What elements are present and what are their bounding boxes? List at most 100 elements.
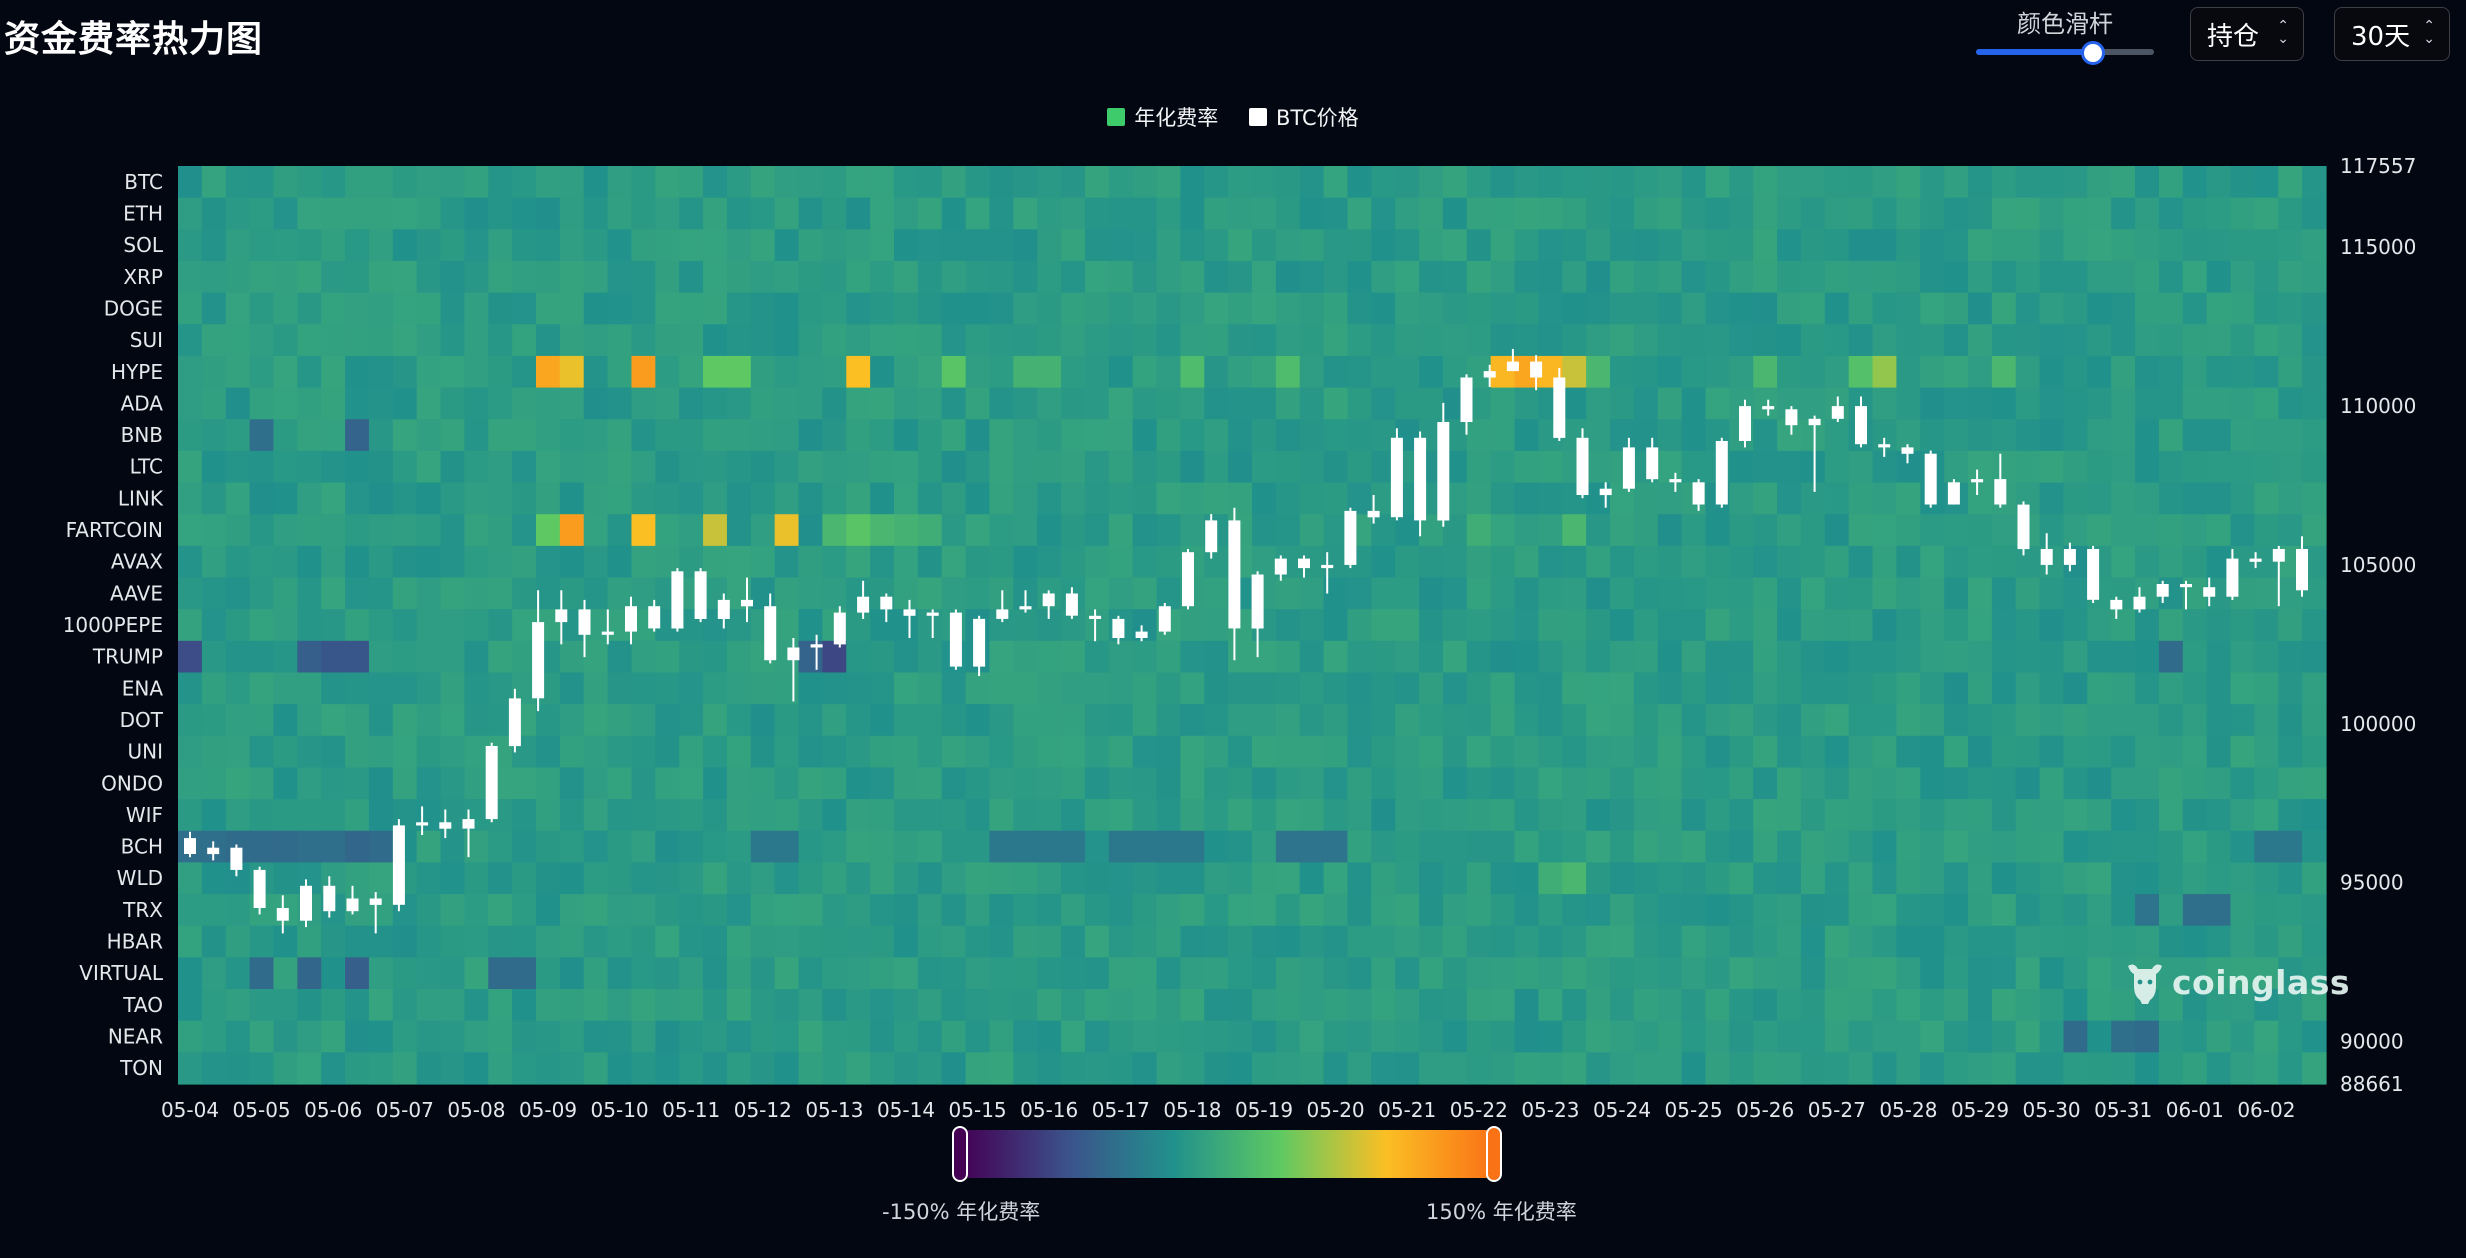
heatmap-cell (1419, 799, 1444, 832)
type-select[interactable]: 持仓 ⌃ ⌄ (2190, 7, 2304, 61)
heatmap-cell (1633, 419, 1659, 452)
heatmap-cell (631, 862, 656, 895)
heatmap-cell (1872, 894, 1897, 927)
heatmap-cell (870, 862, 895, 895)
colorbar-max-handle[interactable] (1486, 1126, 1502, 1182)
heatmap-cell (440, 260, 465, 294)
btc-candle-body (2063, 549, 2076, 565)
heatmap-cell (464, 166, 489, 199)
heatmap-cell (1204, 672, 1229, 705)
heatmap-cell (1419, 894, 1444, 927)
heatmap-cell (1371, 355, 1396, 389)
heatmap-cell (1681, 229, 1707, 262)
heatmap-cell (1371, 1052, 1396, 1085)
heatmap-cell (1968, 989, 1993, 1022)
heatmap-cell (1490, 609, 1516, 642)
colorbar-min-handle[interactable] (952, 1126, 968, 1182)
legend-item-funding-rate[interactable]: 年化费率 (1107, 102, 1218, 132)
heatmap-cell (965, 894, 991, 927)
heatmap-cell (1968, 767, 1993, 800)
heatmap-cell (2302, 704, 2327, 737)
heatmap-cell (2278, 419, 2303, 452)
heatmap-cell (345, 830, 370, 864)
heatmap-cell (392, 672, 418, 705)
heatmap-cell (1944, 292, 1969, 325)
btc-candle-body (2017, 504, 2030, 550)
heatmap-cell (846, 894, 871, 927)
heatmap-cell (1204, 957, 1229, 990)
heatmap-cell (1872, 229, 1897, 262)
heatmap-cell (2039, 229, 2065, 262)
heatmap-cell (2278, 324, 2303, 357)
heatmap-cell (655, 767, 680, 800)
heatmap-cell (1753, 387, 1778, 420)
color-slider[interactable]: 颜色滑杆 (1972, 2, 2158, 65)
heatmap-cell (225, 1052, 251, 1085)
color-slider-track[interactable] (1976, 41, 2154, 65)
heatmap-cell (2302, 355, 2327, 389)
heatmap-cell (2135, 799, 2160, 832)
heatmap-cell (368, 260, 394, 294)
heatmap-cell (2039, 324, 2065, 357)
heatmap-cell (2278, 767, 2303, 800)
legend-item-btc-price[interactable]: BTC价格 (1249, 102, 1359, 132)
heatmap-cell (512, 324, 537, 357)
coin-label: AAVE (110, 581, 163, 605)
heatmap-cell (1323, 894, 1349, 927)
heatmap-cell (894, 577, 919, 610)
heatmap-cell (1299, 514, 1325, 547)
heatmap-cell (440, 419, 465, 452)
heatmap-cell (1824, 229, 1850, 262)
heatmap-cell (941, 545, 967, 579)
heatmap-cell (345, 989, 370, 1022)
heatmap-cell (201, 577, 227, 610)
heatmap-cell (2015, 989, 2041, 1022)
heatmap-cell (631, 166, 656, 199)
color-slider-thumb[interactable] (2081, 41, 2106, 65)
heatmap-cell (2206, 355, 2232, 389)
heatmap-cell (488, 292, 513, 325)
heatmap-cell (679, 1020, 704, 1053)
heatmap-cell (965, 799, 991, 832)
heatmap-cell (2111, 197, 2136, 230)
heatmap-cell (1872, 704, 1897, 737)
heatmap-cell (1180, 1052, 1205, 1085)
btc-candle-body (485, 746, 498, 820)
heatmap-cell (941, 260, 967, 294)
range-select[interactable]: 30天 ⌃ ⌄ (2334, 7, 2450, 61)
heatmap-cell (464, 735, 489, 769)
heatmap-cell (2063, 799, 2088, 832)
heatmap-cell (297, 1052, 322, 1085)
heatmap-cell (1562, 355, 1587, 389)
heatmap-cell (870, 640, 895, 674)
heatmap-cell (249, 197, 275, 230)
heatmap-cell (870, 387, 895, 420)
heatmap-cell (1753, 862, 1778, 895)
heatmap-cell (1920, 767, 1945, 800)
coin-label: LTC (130, 455, 163, 479)
heatmap-cell (273, 482, 298, 515)
heatmap-cell (798, 767, 823, 800)
heatmap-cell (368, 1052, 394, 1085)
heatmap-cell (2135, 925, 2160, 958)
heatmap-cell (2182, 735, 2208, 769)
heatmap-cell (2087, 609, 2112, 642)
heatmap-cell (1777, 514, 1802, 547)
heatmap-cell (2230, 957, 2255, 990)
heatmap-cell (273, 640, 298, 674)
coin-label: DOT (120, 708, 164, 732)
heatmap-cell (750, 1052, 776, 1085)
heatmap-cell (798, 229, 823, 262)
heatmap-cell (607, 419, 633, 452)
heatmap-cell (440, 735, 465, 769)
date-label: 06-01 (2166, 1098, 2224, 1122)
heatmap-cell (2135, 166, 2160, 199)
heatmap-cell (822, 292, 847, 325)
heatmap-cell (774, 767, 800, 800)
heatmap-cell (2015, 260, 2041, 294)
heatmap-cell (1084, 862, 1110, 895)
heatmap-cell (655, 704, 680, 737)
heatmap-cell (1132, 704, 1158, 737)
heatmap-cell (201, 957, 227, 990)
coin-label: AVAX (111, 550, 163, 574)
